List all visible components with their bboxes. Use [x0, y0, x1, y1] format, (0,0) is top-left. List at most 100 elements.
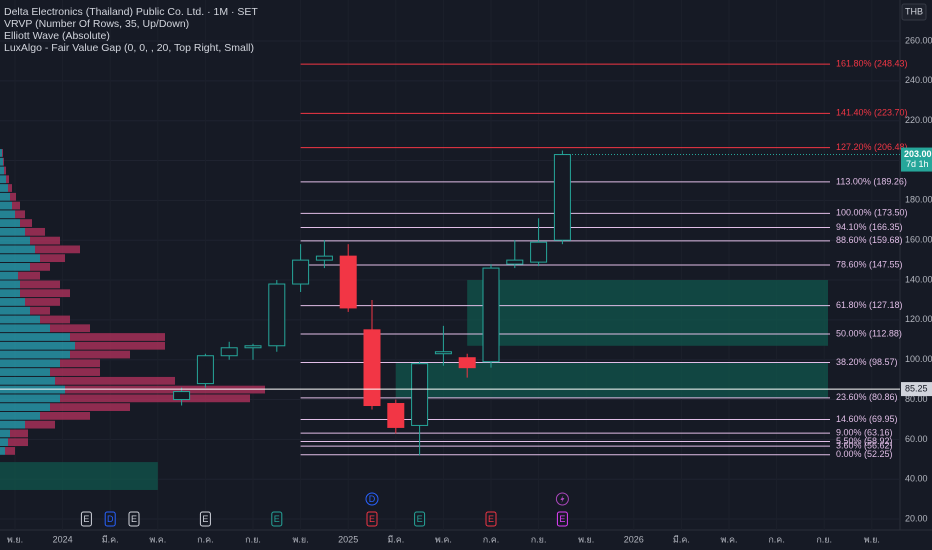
x-tick-label: มี.ค.	[102, 534, 119, 544]
profile-up-bar	[0, 184, 8, 192]
profile-up-bar	[0, 201, 12, 210]
profile-up-bar	[0, 175, 6, 184]
fib-label: 5.50% (58.92)	[836, 436, 893, 446]
profile-down-bar	[10, 429, 28, 438]
profile-up-bar	[0, 420, 25, 429]
event-marker[interactable]: D	[104, 511, 116, 527]
event-badge	[414, 511, 426, 527]
candle-body	[482, 267, 500, 363]
event-marker[interactable]: E	[414, 511, 426, 527]
profile-down-bar	[5, 447, 15, 455]
x-tick-label: ก.ย.	[816, 534, 832, 544]
x-tick-label: พ.ย.	[864, 534, 880, 544]
candle-body	[244, 345, 262, 349]
event-label: D	[107, 514, 114, 524]
event-label: E	[131, 514, 137, 524]
candle-body	[196, 355, 214, 385]
event-label: E	[488, 514, 494, 524]
profile-up-bar	[0, 447, 5, 455]
profile-up-bar	[0, 438, 8, 447]
profile-down-bar	[20, 219, 32, 227]
profile-up-bar	[0, 429, 10, 438]
event-badge	[365, 492, 379, 506]
profile-up-bar	[0, 227, 25, 236]
event-label: E	[202, 514, 208, 524]
event-badge	[80, 511, 92, 527]
last-price-label: 203.00	[904, 149, 932, 159]
fib-label: 78.60% (147.55)	[836, 259, 903, 269]
candle-body	[363, 329, 381, 407]
fib-label: 127.20% (206.48)	[836, 142, 908, 152]
profile-down-bar	[50, 403, 130, 411]
profile-up-bar	[0, 245, 35, 254]
fib-label: 23.60% (80.86)	[836, 392, 898, 402]
event-marker[interactable]: E	[199, 511, 211, 527]
profile-down-bar	[2, 149, 3, 157]
event-marker[interactable]: E	[366, 511, 378, 527]
profile-up-bar	[0, 306, 30, 315]
indicator[interactable]: Elliott Wave (Absolute)	[4, 30, 110, 42]
x-tick-label: ก.ค.	[197, 534, 213, 544]
profile-down-bar	[8, 184, 12, 192]
x-tick-label: ก.ย.	[531, 534, 547, 544]
crosshair-label: 85.25	[905, 383, 928, 393]
event-label: D	[369, 494, 376, 504]
event-marker[interactable]	[555, 492, 569, 506]
candle-body	[506, 259, 524, 265]
event-label: E	[369, 514, 375, 524]
profile-down-bar	[20, 289, 70, 298]
x-tick-label: ก.ย.	[245, 534, 261, 544]
profile-down-bar	[15, 210, 25, 219]
profile-down-bar	[55, 376, 175, 385]
profile-up-bar	[0, 210, 15, 219]
profile-up-bar	[0, 324, 50, 333]
indicator[interactable]: LuxAlgo - Fair Value Gap (0, 0, , 20, To…	[4, 42, 254, 54]
fib-label: 61.80% (127.18)	[836, 300, 903, 310]
event-marker[interactable]: E	[128, 511, 140, 527]
profile-down-bar	[8, 438, 28, 447]
event-marker[interactable]: E	[485, 511, 497, 527]
profile-down-bar	[6, 175, 9, 184]
event-badge	[485, 511, 497, 527]
profile-up-bar	[0, 298, 25, 306]
profile-down-bar	[25, 227, 45, 236]
profile-down-bar	[40, 315, 70, 324]
profile-up-bar	[0, 359, 60, 368]
symbol-title: Delta Electronics (Thailand) Public Co. …	[4, 6, 258, 18]
event-marker[interactable]: E	[271, 511, 283, 527]
event-marker[interactable]: D	[365, 492, 379, 506]
x-tick-label: ก.ค.	[768, 534, 784, 544]
y-tick-label: 260.00	[905, 35, 932, 45]
event-marker[interactable]: E	[80, 511, 92, 527]
candle-body	[387, 403, 405, 428]
profile-up-bar	[0, 376, 55, 385]
countdown-label: 7d 1h	[906, 159, 929, 169]
fib-label: 161.80% (248.43)	[836, 58, 908, 68]
indicator[interactable]: VRVP (Number Of Rows, 35, Up/Down)	[4, 18, 190, 30]
candle-body	[268, 283, 286, 347]
profile-up-bar	[0, 411, 40, 420]
fib-label: 88.60% (159.68)	[836, 235, 903, 245]
candle-body	[411, 363, 429, 426]
currency-box	[901, 3, 927, 21]
x-tick-label: มี.ค.	[387, 534, 404, 544]
fib-label: 14.60% (69.95)	[836, 414, 898, 424]
profile-down-bar	[10, 192, 16, 201]
profile-up-bar	[0, 394, 60, 403]
x-tick-label: 2024	[53, 534, 73, 544]
event-badge	[556, 511, 568, 527]
candle-body	[553, 154, 571, 241]
event-marker[interactable]: E	[556, 511, 568, 527]
legend: Delta Electronics (Thailand) Public Co. …	[4, 6, 258, 54]
fvg-zone	[467, 280, 828, 346]
fib-label: 100.00% (173.50)	[836, 208, 908, 218]
x-tick-label: 2026	[624, 534, 644, 544]
candle-body	[315, 255, 333, 261]
profile-down-bar	[35, 245, 80, 254]
x-tick-label: พ.ย.	[7, 534, 23, 544]
profile-up-bar	[0, 333, 70, 341]
fib-label: 50.00% (112.88)	[836, 328, 902, 338]
fib-label: 3.60% (56.62)	[836, 440, 893, 450]
y-tick-label: 80.00	[905, 394, 928, 404]
profile-down-bar	[60, 359, 100, 368]
